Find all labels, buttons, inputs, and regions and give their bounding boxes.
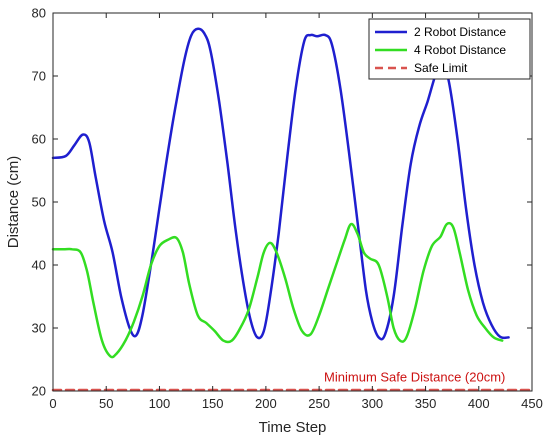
tick-layer: 0 50 100 150 200 250 300 350 400 450 20 30 40 50 60 70 8…: [32, 6, 543, 412]
legend-label: Safe Limit: [414, 61, 468, 75]
series-layer: [51, 27, 534, 392]
legend-label: 2 Robot Distance: [414, 25, 506, 39]
x-tick-label: 400: [468, 396, 490, 411]
annotation-min-safe-distance: Minimum Safe Distance (20cm): [324, 370, 505, 385]
x-tick-label: 300: [361, 396, 383, 411]
series-line-2: [51, 221, 504, 359]
y-tick-label: 20: [32, 384, 46, 399]
y-axis-label: Distance (cm): [5, 156, 22, 249]
y-tick-label: 40: [32, 258, 46, 273]
x-tick-label: 450: [521, 396, 543, 411]
x-tick-label: 350: [415, 396, 437, 411]
x-tick-label: 0: [49, 396, 56, 411]
x-tick-label: 50: [99, 396, 113, 411]
legend: 2 Robot Distance 4 Robot Distance Safe Lim…: [368, 18, 531, 80]
annotation-layer: Minimum Safe Distance (20cm): [324, 370, 505, 385]
y-tick-label: 60: [32, 132, 46, 147]
legend-label: 4 Robot Distance: [414, 43, 506, 57]
x-tick-label: 250: [308, 396, 330, 411]
x-tick-label: 100: [149, 396, 171, 411]
y-tick-label: 30: [32, 321, 46, 336]
y-tick-label: 70: [32, 69, 46, 84]
x-axis-label: Time Step: [259, 419, 327, 436]
x-tick-label: 150: [202, 396, 224, 411]
y-tick-label: 50: [32, 195, 46, 210]
series-line-1: [51, 27, 510, 341]
y-tick-label: 80: [32, 6, 46, 21]
x-tick-label: 200: [255, 396, 277, 411]
